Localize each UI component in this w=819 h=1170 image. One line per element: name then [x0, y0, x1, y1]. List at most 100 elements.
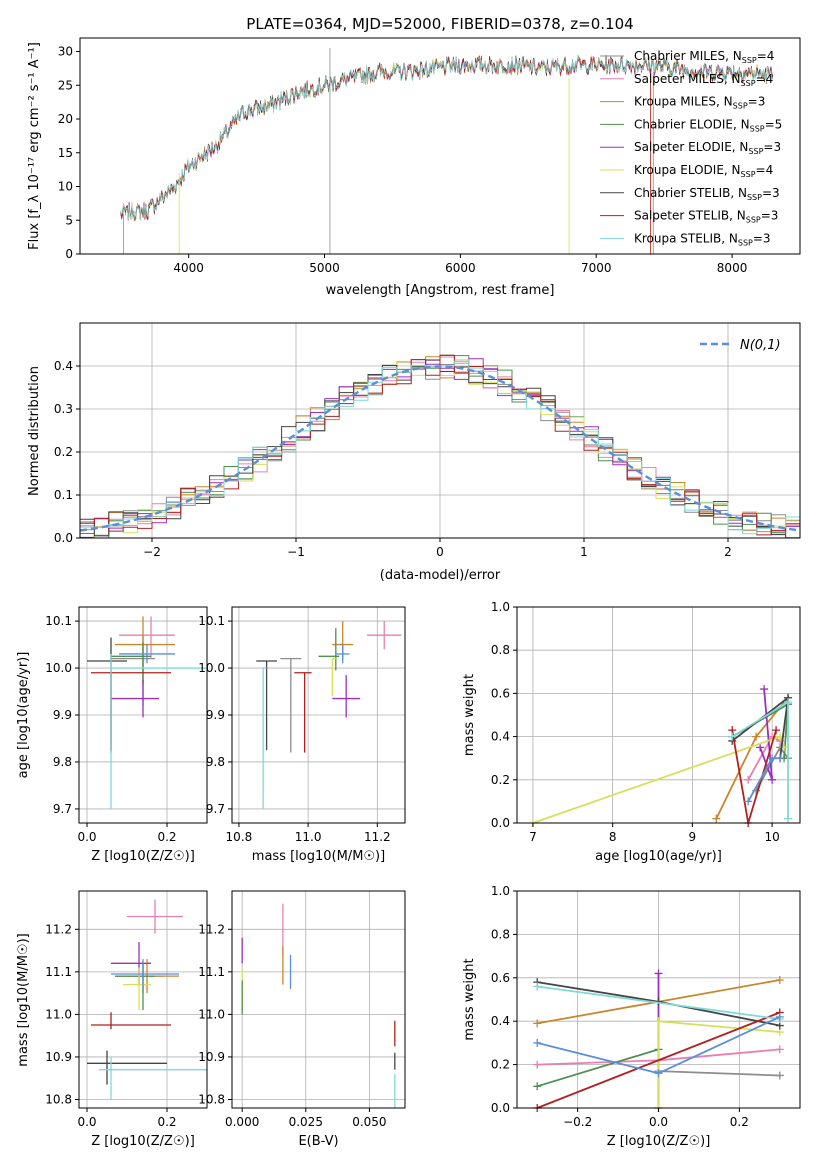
y-tick-label: 10 — [58, 180, 73, 194]
y-tick-label: 0 — [65, 247, 73, 261]
y-tick-label: 9.7 — [206, 802, 225, 816]
weight-marker — [775, 1012, 784, 1021]
legend-subscript: SSP — [750, 124, 765, 133]
x-tick-label: −0.2 — [563, 1115, 592, 1129]
x-axis-label: Z [log10(Z/Z☉)] — [91, 849, 195, 864]
x-tick-label: 0.000 — [225, 1115, 259, 1129]
y-tick-label: 11.2 — [198, 922, 225, 936]
x-axis-label: Z [log10(Z/Z☉)] — [607, 1134, 711, 1149]
weight-marker — [776, 754, 785, 763]
weight-marker — [752, 732, 761, 741]
y-tick-label: 0.4 — [54, 359, 73, 373]
y-tick-label: 0.2 — [491, 773, 510, 787]
y-tick-label: 1.0 — [491, 600, 510, 614]
weight-marker — [533, 1019, 542, 1028]
x-axis-label: wavelength [Angstrom, rest frame] — [326, 283, 555, 298]
legend-value: =3 — [748, 95, 766, 109]
y-tick-label: 0.0 — [54, 531, 73, 545]
spectrum-line — [120, 55, 774, 221]
x-tick-label: 10.8 — [226, 830, 253, 844]
y-tick-label: 9.7 — [53, 802, 72, 816]
y-tick-label: 11.0 — [45, 1007, 72, 1021]
y-tick-label: 11.2 — [45, 922, 72, 936]
y-tick-label: 0.2 — [54, 445, 73, 459]
legend-subscript: SSP — [747, 193, 762, 202]
y-tick-label: 20 — [58, 112, 73, 126]
x-axis-label: E(B-V) — [298, 1134, 338, 1149]
y-tick-label: 10.9 — [45, 1050, 72, 1064]
age-vs-z-panel: 0.0 0.2 9.7 9.8 9.9 10.0 10.1 Z [log10(Z/Z☉)] ag… — [16, 606, 208, 864]
legend-label: Chabrier STELIB, NSSP=3 — [634, 186, 780, 202]
legend-label: Kroupa ELODIE, NSSP=4 — [634, 163, 773, 179]
legend-value: =3 — [762, 186, 780, 200]
legend-subscript: SSP — [742, 56, 757, 65]
legend-subscript: SSP — [741, 79, 756, 88]
weight-line — [536, 1011, 781, 1109]
axes-frame — [516, 606, 801, 824]
x-tick-label: 10 — [764, 830, 779, 844]
y-tick-label: 9.8 — [53, 755, 72, 769]
x-axis-label: (data-model)/error — [380, 568, 501, 583]
legend-value: =4 — [756, 163, 774, 177]
y-tick-label: 9.8 — [206, 755, 225, 769]
y-tick-label: 10.0 — [198, 661, 225, 675]
x-tick-label: 9 — [689, 830, 697, 844]
weight-line — [536, 1048, 659, 1088]
x-tick-label: 8 — [609, 830, 617, 844]
y-axis-label: mass weight — [462, 674, 477, 756]
y-tick-label: 11.0 — [198, 1007, 225, 1021]
y-tick-label: 0.1 — [54, 488, 73, 502]
figure-title: PLATE=0364, MJD=52000, FIBERID=0378, z=0… — [246, 15, 633, 33]
weight-marker — [533, 1038, 542, 1047]
axes-frame — [78, 890, 208, 1109]
legend-subscript: SSP — [748, 147, 763, 156]
y-tick-label: 10.1 — [45, 614, 72, 628]
y-tick-label: 0.8 — [491, 643, 510, 657]
y-tick-label: 0.0 — [491, 1101, 510, 1115]
legend-value: =3 — [763, 140, 781, 154]
weight-marker — [744, 797, 753, 806]
weight-marker — [768, 754, 777, 763]
y-tick-label: 10.8 — [198, 1092, 225, 1106]
y-tick-label: 0.4 — [491, 730, 510, 744]
x-tick-label: 11.2 — [364, 830, 391, 844]
y-tick-label: 10.1 — [198, 614, 225, 628]
y-tick-label: 1.0 — [491, 884, 510, 898]
y-axis-label: mass [log10(M/M☉)] — [16, 933, 31, 1066]
y-axis-label: Flux [f_λ 10⁻¹⁷ erg cm⁻² s⁻¹ A⁻¹] — [27, 42, 42, 250]
y-tick-label: 0.3 — [54, 402, 73, 416]
legend-value: =5 — [765, 117, 783, 131]
weight-marker — [772, 726, 781, 735]
legend-value: =4 — [757, 49, 775, 63]
normal-curve — [79, 365, 801, 532]
legend-subscript: SSP — [738, 238, 753, 247]
legend-label: Kroupa STELIB, NSSP=3 — [634, 231, 771, 247]
axes-frame — [231, 890, 406, 1109]
y-tick-label: 10.9 — [198, 1050, 225, 1064]
x-tick-label: 0.2 — [157, 830, 176, 844]
x-tick-label: 0 — [436, 545, 444, 559]
legend-value: =3 — [753, 231, 771, 245]
legend-label: Salpeter MILES, NSSP=4 — [634, 72, 773, 88]
y-tick-label: 15 — [58, 146, 73, 160]
x-tick-label: 1 — [580, 545, 588, 559]
y-tick-label: 9.9 — [206, 708, 225, 722]
x-tick-label: 7000 — [581, 261, 612, 275]
y-tick-label: 0.6 — [491, 971, 510, 985]
legend-label: Chabrier ELODIE, NSSP=5 — [634, 117, 782, 133]
x-tick-label: −2 — [143, 545, 161, 559]
y-tick-label: 0.0 — [491, 816, 510, 830]
legend-subscript: SSP — [746, 216, 761, 225]
x-axis-label: age [log10(age/yr)] — [595, 849, 722, 864]
y-tick-label: 0.2 — [491, 1058, 510, 1072]
weight-marker — [712, 814, 721, 823]
x-tick-label: 4000 — [173, 261, 204, 275]
age-vs-mass-panel: 10.8 11.0 11.2 9.7 9.8 9.9 10.0 10.1 mass [log10… — [198, 606, 406, 864]
weight-marker — [654, 969, 663, 978]
weight-marker — [768, 775, 777, 784]
y-tick-label: 25 — [58, 78, 73, 92]
x-axis-label: Z [log10(Z/Z☉)] — [91, 1134, 195, 1149]
x-axis-label: mass [log10(M/M☉)] — [252, 849, 385, 864]
weight-marker — [784, 698, 793, 707]
